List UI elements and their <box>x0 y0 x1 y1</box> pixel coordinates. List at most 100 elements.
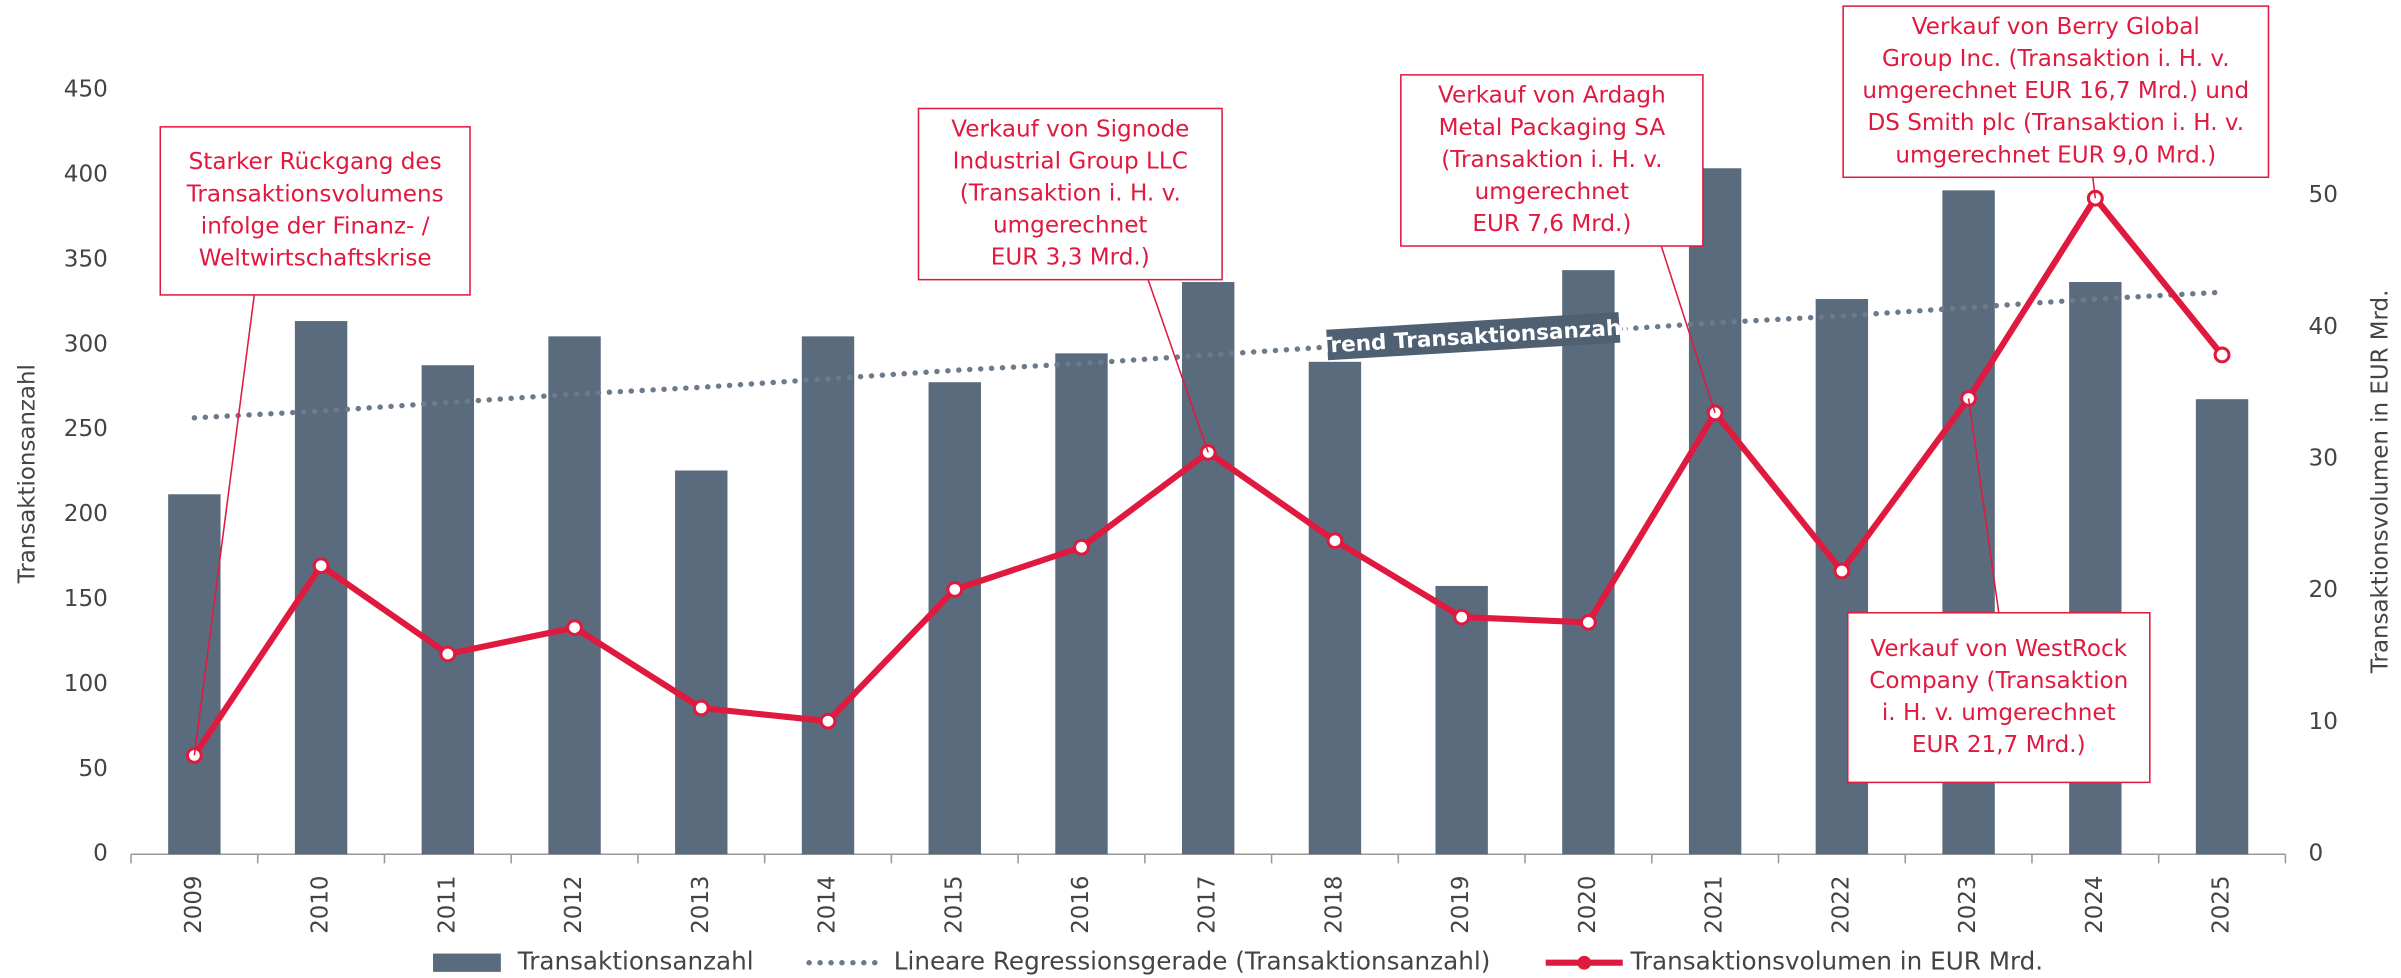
x-tick-label: 2021 <box>1702 876 1728 934</box>
volume-point <box>1833 562 1851 580</box>
annotation-leader <box>2092 177 2097 199</box>
volume-point <box>1072 538 1090 556</box>
volume-point <box>1579 613 1597 631</box>
x-tick-label: 2012 <box>561 876 587 934</box>
annotation-text: Starker Rückgang des <box>189 149 442 175</box>
legend-swatch <box>433 953 501 972</box>
y-axis-title: Transaktionsanzahl <box>14 364 40 584</box>
volume-point <box>312 557 330 575</box>
y-tick-label: 50 <box>78 756 107 782</box>
x-tick-label: 2014 <box>814 876 840 934</box>
annotation-text: Verkauf von Signode <box>951 116 1189 142</box>
annotation-text: (Transaktion i. H. v. <box>1441 147 1662 173</box>
annotation-box <box>159 126 471 296</box>
trend-line <box>191 289 2225 421</box>
volume-point <box>692 699 710 717</box>
bar <box>1308 361 1362 855</box>
bar <box>1688 168 1742 855</box>
x-tick-label: 2019 <box>1448 876 1474 934</box>
y-tick-label: 450 <box>64 77 108 103</box>
volume-point <box>1453 608 1471 626</box>
volume-point <box>1326 532 1344 550</box>
annotation-leader <box>1660 245 1716 414</box>
x-tick-label: 2020 <box>1575 876 1601 934</box>
bar <box>801 336 855 855</box>
bar <box>675 470 728 855</box>
legend-label: Lineare Regressionsgerade (Transaktionsa… <box>894 947 1491 976</box>
annotation-text: Group Inc. (Transaktion i. H. v. <box>1882 46 2230 72</box>
y2-tick-label: 10 <box>2309 709 2338 735</box>
annotation-text: Verkauf von WestRock <box>1870 636 2127 662</box>
volume-point <box>2086 189 2104 207</box>
volume-point <box>819 712 837 730</box>
bar <box>928 382 981 855</box>
legend-label: Transaktionsvolumen in EUR Mrd. <box>1629 947 2043 976</box>
annotation-text: EUR 3,3 Mrd.) <box>991 245 1150 271</box>
annotation-text: Industrial Group LLC <box>953 149 1188 175</box>
trend-label-bg <box>1326 312 1621 361</box>
y2-axis-title: Transaktionsvolumen in EUR Mrd. <box>2367 290 2393 674</box>
annotation-text: Weltwirtschaftskrise <box>199 246 432 272</box>
y-tick-label: 200 <box>64 501 108 527</box>
x-tick-label: 2024 <box>2082 876 2108 934</box>
x-tick-label: 2013 <box>688 876 714 934</box>
annotation-text: infolge der Finanz- / <box>201 213 430 239</box>
bar <box>1182 282 1235 855</box>
annotation-text: umgerechnet EUR 16,7 Mrd.) und <box>1862 78 2249 104</box>
annotation-box <box>1842 5 2270 179</box>
annotation-text: DS Smith plc (Transaktion i. H. v. <box>1867 110 2244 136</box>
annotation-leader <box>1967 398 2000 613</box>
bar <box>548 336 601 855</box>
annotation-leader <box>1147 279 1209 453</box>
x-tick-label: 2010 <box>308 876 334 934</box>
y-tick-label: 300 <box>64 331 108 357</box>
annotation-text: Verkauf von Ardagh <box>1438 83 1666 109</box>
annotation-text: Verkauf von Berry Global <box>1912 14 2200 40</box>
annotation-box <box>1400 74 1704 247</box>
x-tick-label: 2017 <box>1195 876 1221 934</box>
volume-point <box>566 619 584 637</box>
y2-tick-label: 40 <box>2309 314 2338 340</box>
annotation-box <box>917 107 1223 281</box>
x-tick-label: 2018 <box>1321 876 1347 934</box>
y-tick-label: 250 <box>64 416 108 442</box>
annotation-text: EUR 21,7 Mrd.) <box>1912 732 2086 758</box>
legend-label: Transaktionsanzahl <box>517 947 754 976</box>
x-tick-label: 2011 <box>434 876 460 934</box>
annotation-text: (Transaktion i. H. v. <box>960 181 1181 207</box>
y-tick-label: 400 <box>64 162 108 188</box>
x-tick-label: 2015 <box>941 876 967 934</box>
volume-point <box>946 581 964 598</box>
annotation-text: umgerechnet EUR 9,0 Mrd.) <box>1895 142 2216 168</box>
volume-point <box>1199 444 1217 461</box>
bar <box>168 494 221 855</box>
annotation-text: Company (Transaktion <box>1869 668 2128 694</box>
y-tick-label: 100 <box>64 671 108 697</box>
annotation-text: umgerechnet <box>993 213 1147 239</box>
y-tick-label: 150 <box>64 586 108 612</box>
annotation-text: Transaktionsvolumens <box>186 181 444 207</box>
x-tick-label: 2009 <box>181 876 207 934</box>
annotation-text: umgerechnet <box>1475 179 1629 205</box>
volume-point <box>2213 346 2231 364</box>
annotation-text: Metal Packaging SA <box>1439 115 1666 141</box>
legend-marker <box>1577 955 1592 970</box>
annotation-text: i. H. v. umgerechnet <box>1882 700 2116 726</box>
x-tick-label: 2025 <box>2208 876 2234 934</box>
y2-tick-label: 0 <box>2309 841 2324 867</box>
y2-tick-label: 20 <box>2309 577 2338 603</box>
y-tick-label: 0 <box>93 841 108 867</box>
y-tick-label: 350 <box>64 247 108 273</box>
annotation-leader <box>193 294 256 756</box>
bar <box>421 365 475 855</box>
x-tick-label: 2023 <box>1955 876 1981 934</box>
x-tick-label: 2022 <box>1828 876 1854 934</box>
y2-tick-label: 50 <box>2309 182 2338 208</box>
volume-point <box>439 645 457 663</box>
annotation-box <box>1846 612 2151 784</box>
bar <box>1055 353 1108 855</box>
bar <box>2195 399 2249 855</box>
y2-tick-label: 30 <box>2309 446 2338 472</box>
x-tick-label: 2016 <box>1068 876 1094 934</box>
bar <box>1435 585 1488 855</box>
